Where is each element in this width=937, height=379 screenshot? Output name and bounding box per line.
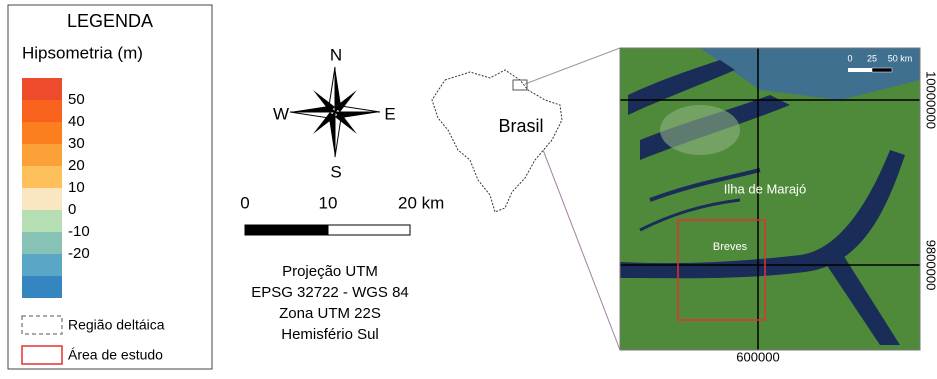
compass-rose — [290, 67, 380, 157]
x-coordinate: 600000 — [736, 349, 779, 364]
satellite-map — [620, 48, 920, 350]
scale-label: 0 — [240, 193, 249, 212]
scale-segment — [328, 225, 410, 235]
class-label: 30 — [68, 135, 85, 152]
map-scale-label: 25 — [867, 53, 877, 63]
class-label: 20 — [68, 157, 85, 174]
class-label: 0 — [68, 201, 76, 218]
scale-label: 10 — [319, 193, 338, 212]
legend-title: LEGENDA — [67, 11, 153, 31]
ramp-band — [22, 232, 62, 254]
ramp-band — [22, 166, 62, 188]
projection-line: Projeção UTM — [282, 263, 378, 280]
brazil-outline — [432, 70, 562, 212]
ramp-band — [22, 122, 62, 144]
map-scale-label: 0 — [847, 53, 852, 63]
ramp-band — [22, 254, 62, 276]
compass-s: S — [330, 162, 341, 181]
legend-subtitle: Hipsometria (m) — [22, 43, 143, 62]
figure: LEGENDA Hipsometria (m) 50 40 30 20 10 0 -10 -2… — [0, 0, 937, 374]
y-coordinate: 10000000 — [924, 71, 937, 129]
compass-w: W — [273, 104, 289, 123]
ramp-band — [22, 144, 62, 166]
study-label: Área de estudo — [68, 347, 163, 363]
projection-line: Hemisfério Sul — [281, 326, 379, 343]
map-scale-label: 50 km — [888, 53, 913, 63]
projection-line: EPSG 32722 - WGS 84 — [251, 284, 409, 301]
compass-n: N — [330, 45, 342, 64]
island-label: Ilha de Marajó — [724, 181, 806, 196]
brazil-label: Brasil — [498, 116, 543, 136]
ramp-band — [22, 210, 62, 232]
projection-line: Zona UTM 22S — [279, 305, 381, 322]
projection-info: Projeção UTM EPSG 32722 - WGS 84 Zona UTM … — [251, 263, 409, 343]
scale-segment — [245, 225, 328, 235]
city-label: Breves — [713, 241, 748, 253]
y-coordinate: 9800000 — [924, 240, 937, 291]
delta-label: Região deltáica — [68, 317, 165, 333]
class-label: 40 — [68, 113, 85, 130]
inset-line — [525, 48, 620, 84]
class-label: 10 — [68, 179, 85, 196]
ramp-band — [22, 78, 62, 100]
class-label: -20 — [68, 245, 90, 262]
ramp-band — [22, 188, 62, 210]
scale-label: 20 km — [398, 193, 444, 212]
class-label: 50 — [68, 91, 85, 108]
class-label: -10 — [68, 223, 90, 240]
ramp-band — [22, 276, 62, 298]
compass-e: E — [384, 104, 395, 123]
ramp-band — [22, 100, 62, 122]
